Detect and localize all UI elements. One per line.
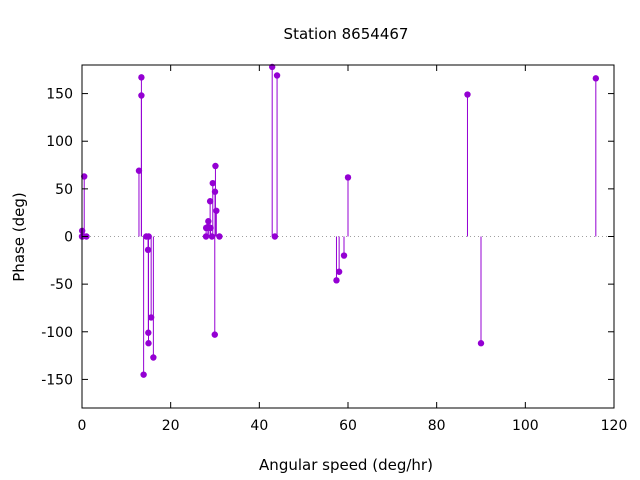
data-point (135, 167, 143, 174)
data-point (207, 224, 214, 232)
data-point (209, 179, 216, 187)
x-tick-label: 80 (428, 418, 446, 434)
data-point (212, 162, 219, 170)
y-tick-label: -150 (41, 372, 73, 388)
plot-area: 0 20 40 60 80 100 120 -150 -100 -50 0 50 100 150 (41, 63, 628, 434)
y-axis-label: Phase (deg) (10, 192, 28, 282)
data-point (206, 198, 214, 205)
data-point (271, 233, 279, 240)
x-tick-label: 100 (512, 418, 539, 434)
data-point (592, 75, 600, 82)
data-point (208, 233, 216, 240)
data-point (340, 252, 348, 259)
data-point (213, 207, 220, 214)
data-point (145, 233, 152, 240)
y-tick-label: -50 (50, 277, 73, 293)
data-point (140, 371, 147, 378)
data-point (344, 174, 352, 181)
data-point (216, 233, 223, 240)
x-tick-label: 120 (601, 418, 628, 434)
data-point (150, 354, 157, 361)
data-point (333, 277, 340, 284)
data-point (138, 74, 145, 81)
y-tick-label: 50 (55, 182, 73, 198)
x-tick-label: 40 (250, 418, 268, 434)
data-point (211, 331, 218, 338)
y-tick-label: 100 (46, 134, 73, 150)
x-tick-label: 0 (78, 418, 87, 434)
data-point (464, 91, 471, 98)
chart-title: Station 8654467 (284, 25, 409, 43)
y-tick-label: 0 (64, 230, 73, 246)
x-tick-label: 60 (339, 418, 357, 434)
data-point (477, 340, 485, 347)
x-axis-label: Angular speed (deg/hr) (259, 456, 433, 474)
data-point (81, 173, 88, 180)
data-point (273, 72, 281, 79)
x-tick-label: 20 (162, 418, 180, 434)
data-point (335, 268, 343, 275)
y-tick-label: 150 (46, 87, 73, 103)
y-tick-label: -100 (41, 325, 73, 341)
data-point (145, 340, 152, 347)
data-point (147, 314, 155, 321)
